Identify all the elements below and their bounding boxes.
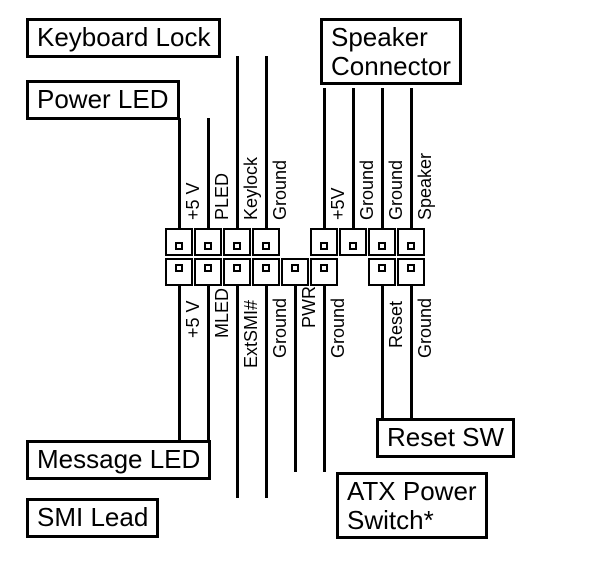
box-label: Keyboard Lock (37, 22, 210, 52)
pin-cell (223, 258, 251, 286)
pin-label: Ground (357, 160, 378, 220)
wire (381, 88, 384, 228)
pin-label: ExtSMI# (241, 300, 262, 368)
box-label-line1: ATX Power (347, 476, 477, 506)
box-label-line2: Switch* (347, 505, 434, 535)
pin-cell (252, 258, 280, 286)
pin-dot (262, 242, 270, 250)
pin-cell (426, 228, 454, 256)
pin-cell (368, 228, 396, 256)
wire (323, 286, 326, 472)
pin-dot (175, 264, 183, 272)
pin-dot (204, 264, 212, 272)
wire (410, 286, 413, 418)
wire (207, 118, 210, 228)
wire (265, 286, 268, 498)
pin-cell (310, 258, 338, 286)
pin-dot (175, 242, 183, 250)
pin-dot (233, 242, 241, 250)
pin-dot (320, 242, 328, 250)
pin-cell (223, 228, 251, 256)
pin-cell (165, 228, 193, 256)
wire (294, 286, 297, 472)
pin-label: Ground (270, 298, 291, 358)
pin-dot (378, 264, 386, 272)
pin-label: +5V (328, 187, 349, 220)
box-label: SMI Lead (37, 502, 148, 532)
wire (323, 88, 326, 228)
pin-cell (397, 258, 425, 286)
pin-label: PLED (212, 173, 233, 220)
wire (236, 286, 239, 498)
box-message-led: Message LED (26, 440, 211, 480)
pin-header-top-row (165, 228, 454, 256)
box-keyboard-lock: Keyboard Lock (26, 18, 221, 58)
box-label: Power LED (37, 84, 169, 114)
box-smi-lead: SMI Lead (26, 498, 159, 538)
pin-cell (194, 258, 222, 286)
pin-cell (165, 258, 193, 286)
pin-cell (397, 228, 425, 256)
pin-dot (407, 264, 415, 272)
wire (178, 286, 181, 440)
box-label: Reset SW (387, 422, 504, 452)
box-label-line1: Speaker (331, 22, 428, 52)
box-speaker-connector: Speaker Connector (320, 18, 462, 85)
pin-cell (252, 228, 280, 256)
wire (178, 118, 181, 228)
pin-label: +5 V (183, 182, 204, 220)
pin-label: Reset (386, 301, 407, 348)
pin-dot (262, 264, 270, 272)
box-label: Message LED (37, 444, 200, 474)
wire (236, 56, 239, 228)
wire (410, 88, 413, 228)
wire (265, 56, 268, 228)
pin-dot (407, 242, 415, 250)
pin-dot (291, 264, 299, 272)
pin-cell (281, 228, 309, 256)
pin-cell (310, 228, 338, 256)
pin-cell (426, 258, 454, 286)
pin-label: +5 V (183, 300, 204, 338)
pin-cell (368, 258, 396, 286)
pin-label: PWR (299, 286, 320, 328)
wire (352, 88, 355, 228)
pin-dot (378, 242, 386, 250)
wire (381, 286, 384, 418)
pin-label: Ground (415, 298, 436, 358)
box-power-led: Power LED (26, 80, 180, 120)
pin-label: Ground (270, 160, 291, 220)
pin-label: Keylock (241, 157, 262, 220)
pin-label: Speaker (415, 153, 436, 220)
pin-dot (233, 264, 241, 272)
pin-cell (339, 228, 367, 256)
pin-cell (281, 258, 309, 286)
pin-label: Ground (328, 298, 349, 358)
box-label-line2: Connector (331, 51, 451, 81)
pin-dot (320, 264, 328, 272)
pin-cell (194, 228, 222, 256)
pin-dot (349, 242, 357, 250)
pin-label: MLED (212, 288, 233, 338)
box-reset-sw: Reset SW (376, 418, 515, 458)
pin-label: Ground (386, 160, 407, 220)
wire (207, 286, 210, 440)
pin-dot (204, 242, 212, 250)
pin-header-bottom-row (165, 258, 454, 286)
pin-cell (339, 258, 367, 286)
box-atx-power-switch: ATX Power Switch* (336, 472, 488, 539)
